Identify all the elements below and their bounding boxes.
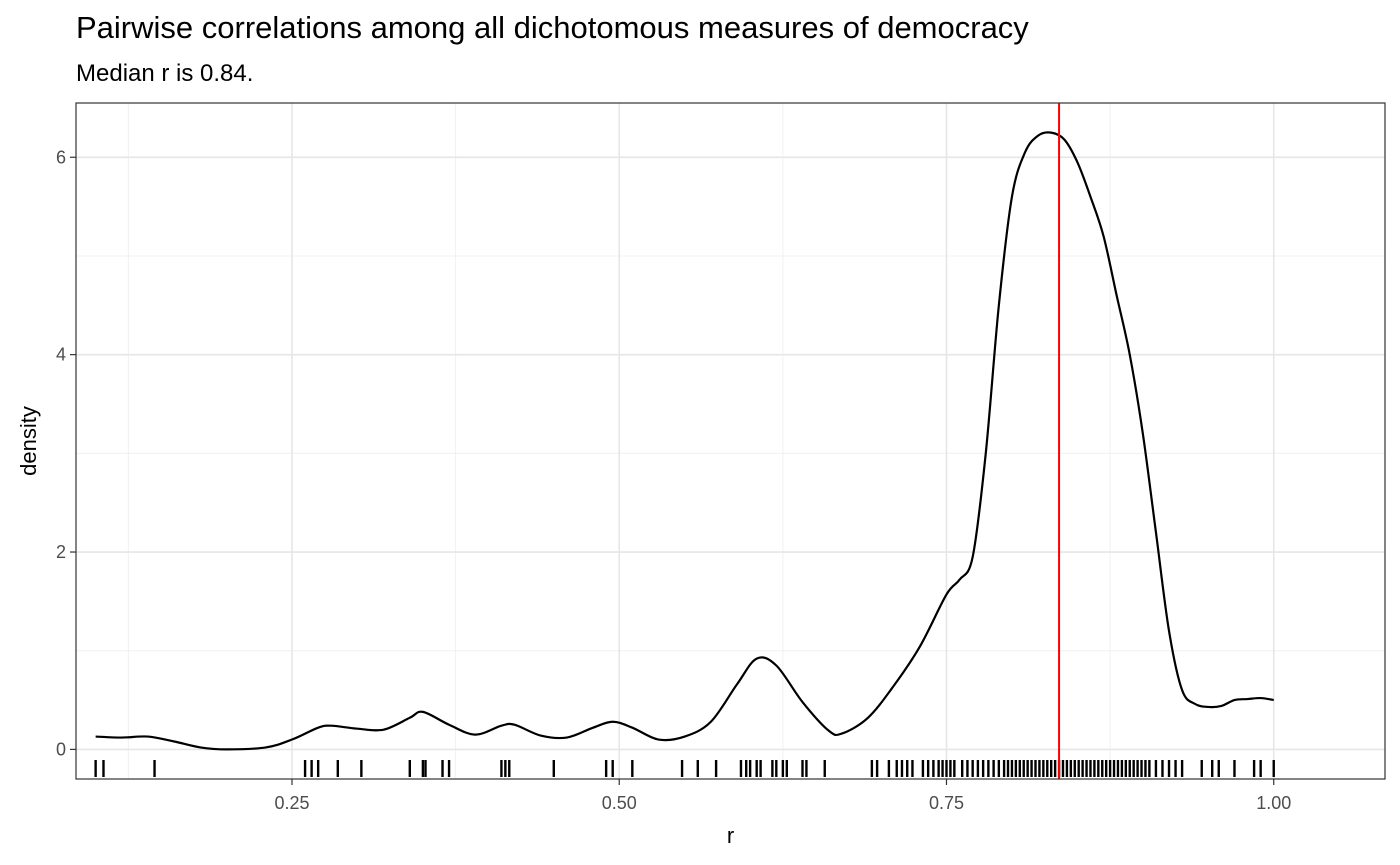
x-tick-label: 1.00 — [1256, 793, 1291, 813]
chart-subtitle: Median r is 0.84. — [76, 60, 254, 87]
panel-border — [75, 102, 1386, 780]
x-tick-label: 0.25 — [274, 793, 309, 813]
y-axis-title: density — [16, 406, 41, 476]
plot-panel — [76, 103, 1385, 779]
x-axis: 0.25 0.50 0.75 1.00 — [274, 779, 1291, 813]
chart-title: Pairwise correlations among all dichotom… — [76, 10, 1029, 45]
x-tick-label: 0.75 — [929, 793, 964, 813]
y-tick-label: 6 — [56, 147, 66, 167]
y-tick-label: 2 — [56, 542, 66, 562]
rug-marks — [94, 760, 1275, 777]
y-axis: 0 2 4 6 — [56, 147, 76, 759]
major-gridlines — [76, 103, 1385, 779]
x-tick-label: 0.50 — [602, 793, 637, 813]
x-axis-title: r — [727, 823, 734, 848]
y-tick-label: 0 — [56, 739, 66, 759]
minor-gridlines — [76, 103, 1385, 779]
density-curve — [95, 131, 1274, 751]
y-tick-label: 4 — [56, 345, 66, 365]
